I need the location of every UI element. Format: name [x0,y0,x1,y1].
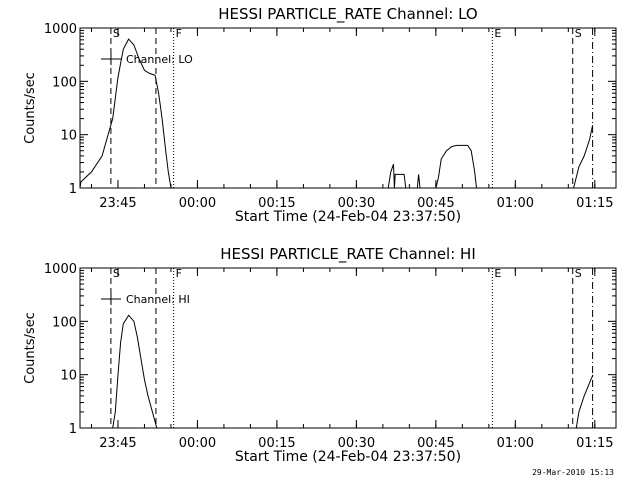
y-axis-label-hi: Counts/sec [23,312,38,384]
y-tick-label: 1000 [44,262,77,277]
x-tick-label: 01:00 [497,436,534,451]
x-tick-label: 00:30 [338,196,375,211]
x-tick-label: 00:45 [417,196,454,211]
event-marker-label: S [575,267,582,280]
chart-title-hi: HESSI PARTICLE_RATE Channel: HI [220,245,476,264]
x-tick-label: 01:00 [497,196,534,211]
series-line-lo [435,144,477,189]
x-tick-label: 23:45 [99,196,136,211]
y-tick-label: 10 [60,129,77,144]
event-marker-label: S [113,27,120,40]
legend-label-lo: Channel: LO [126,53,193,66]
plot-frame-lo [79,27,617,189]
x-axis-label-hi: Start Time (24-Feb-04 23:37:50) [235,449,461,465]
x-tick-label: 00:00 [179,436,216,451]
chart-title-lo: HESSI PARTICLE_RATE Channel: LO [218,5,477,24]
series-line-lo [573,125,594,189]
x-tick-label: 23:45 [99,436,136,451]
event-marker-label: F [176,27,182,40]
y-tick-label: 10 [60,369,77,384]
event-marker-label: E [494,267,501,280]
y-tick-label: 100 [52,315,77,330]
x-tick-label: 00:15 [258,436,295,451]
series-line-lo [387,164,407,189]
x-tick-label: 00:15 [258,196,295,211]
x-axis-label-lo: Start Time (24-Feb-04 23:37:50) [235,209,461,225]
y-tick-label: 1 [69,182,77,197]
series-line-lo [79,38,172,189]
plot-frame-hi [79,267,617,429]
event-marker-label: S [113,267,120,280]
x-tick-label: 00:00 [179,196,216,211]
event-marker-label: F [176,267,182,280]
event-marker-label: E [494,27,501,40]
x-tick-label: 00:30 [338,436,375,451]
x-tick-label: 01:15 [576,196,613,211]
legend-label-hi: Channel: HI [126,293,190,306]
y-tick-label: 1000 [44,22,77,37]
x-tick-label: 01:15 [576,436,613,451]
series-line-hi [112,314,158,429]
y-tick-label: 1 [69,422,77,437]
y-tick-label: 100 [52,75,77,90]
series-line-lo [416,174,421,189]
plot-timestamp: 29-Mar-2010 15:13 [532,468,614,477]
y-axis-label-lo: Counts/sec [23,72,38,144]
series-line-hi [575,374,594,429]
x-tick-label: 00:45 [417,436,454,451]
event-marker-label: S [575,27,582,40]
